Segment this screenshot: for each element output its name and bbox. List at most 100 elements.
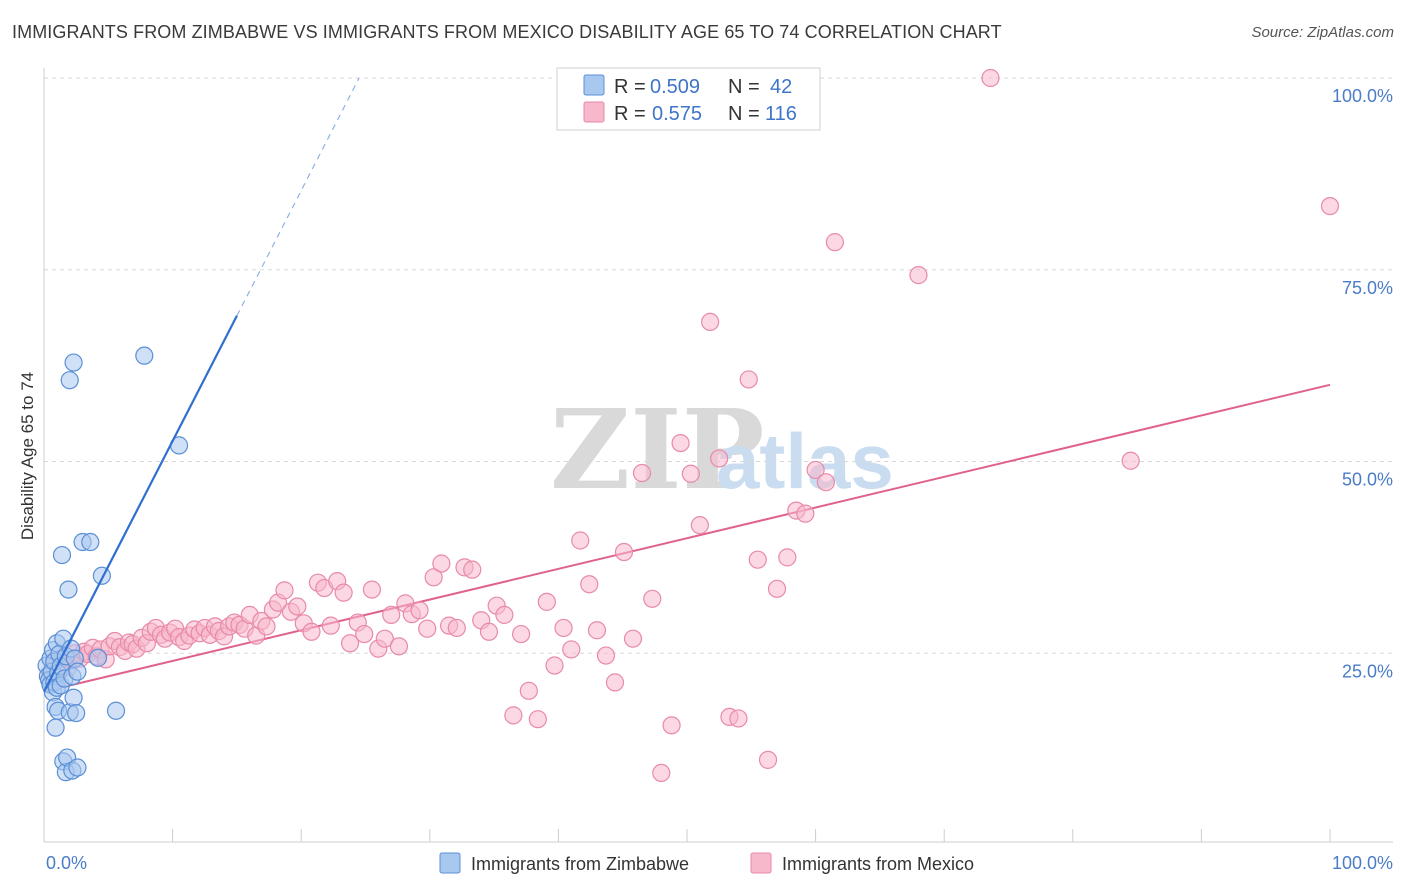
mexico-point (519, 681, 538, 700)
source-credit: Source: ZipAtlas.com (1251, 24, 1394, 41)
mexico-point (825, 233, 844, 252)
mexico-point (362, 580, 382, 599)
zimbabwe-point (52, 545, 72, 565)
mexico-point (806, 460, 825, 480)
mexico-points (41, 68, 1340, 783)
mexico-point (537, 592, 556, 611)
zimbabwe-n-value: 42 (770, 76, 792, 98)
mexico-point (643, 589, 662, 608)
stats-legend: R = 0.509 N = 42 R = 0.575 N = 116 (556, 67, 821, 131)
chart-title: IMMIGRANTS FROM ZIMBABWE VS IMMIGRANTS F… (12, 22, 1002, 42)
mexico-legend-swatch (583, 101, 605, 123)
zimbabwe-trend-line (43, 315, 238, 693)
mexico-point (321, 616, 340, 635)
x-tick-label-max: 100.0% (1332, 853, 1393, 873)
mexico-point (571, 531, 590, 550)
mexico-point (701, 312, 720, 332)
zimbabwe-point (81, 532, 100, 552)
mexico-point (778, 548, 797, 567)
mexico-point (587, 621, 607, 640)
mexico-point (512, 624, 531, 644)
zimbabwe-point (60, 371, 79, 390)
mexico-point (554, 618, 573, 638)
mexico-point (334, 583, 353, 602)
mexico-r-value: 0.575 (652, 103, 702, 125)
mexico-point (375, 629, 394, 648)
zimbabwe-r-value: 0.509 (650, 76, 700, 98)
y-axis-label: Disability Age 65 to 74 (18, 372, 37, 540)
mexico-point (447, 618, 466, 638)
zimbabwe-point (64, 353, 83, 372)
zimbabwe-r-label: R = (614, 76, 646, 98)
gridlines (44, 77, 1393, 654)
zimbabwe-point (106, 701, 126, 720)
mexico-point (340, 634, 360, 653)
mexico-point (681, 464, 700, 483)
zimbabwe-point (68, 758, 87, 777)
mexico-point (463, 560, 482, 579)
mexico-point (545, 656, 564, 675)
zimbabwe-point (135, 346, 154, 365)
mexico-point (710, 449, 729, 468)
zimbabwe-points (37, 315, 238, 782)
zimbabwe-trend-extension (236, 77, 360, 317)
zimbabwe-series-label: Immigrants from Zimbabwe (471, 854, 689, 874)
mexico-point (816, 473, 835, 492)
mexico-point (424, 568, 443, 587)
zimbabwe-point (67, 703, 86, 723)
watermark: ZIP atlas (550, 385, 894, 514)
zimbabwe-legend-swatch (583, 74, 605, 96)
mexico-point (614, 542, 634, 562)
mexico-point (690, 516, 709, 535)
mexico-point (662, 716, 681, 735)
x-axis-ticks (43, 829, 1331, 842)
mexico-point (632, 463, 652, 483)
zimbabwe-series-swatch (439, 852, 461, 874)
mexico-point (355, 624, 374, 644)
series-legend: Immigrants from Zimbabwe Immigrants from… (439, 852, 974, 874)
y-tick-label-75: 75.0% (1342, 278, 1393, 298)
mexico-point (1320, 196, 1340, 216)
zimbabwe-n-label: N = (728, 76, 760, 98)
mexico-point (479, 622, 499, 641)
zimbabwe-point (88, 648, 108, 667)
zimbabwe-point (59, 580, 78, 599)
mexico-point (528, 710, 547, 729)
zimbabwe-point (64, 688, 83, 707)
mexico-n-value: 116 (765, 103, 797, 125)
mexico-point (275, 581, 294, 600)
mexico-point (758, 750, 778, 769)
mexico-r-label: R = (614, 103, 646, 125)
mexico-point (739, 370, 758, 389)
mexico-point (257, 617, 276, 636)
y-tick-label-50: 50.0% (1342, 470, 1393, 490)
mexico-point (796, 504, 815, 523)
zimbabwe-point (68, 662, 87, 681)
mexico-point (580, 575, 599, 594)
mexico-point (382, 605, 401, 625)
mexico-point (302, 622, 321, 641)
mexico-point (495, 605, 514, 625)
zimbabwe-point (92, 566, 111, 585)
mexico-point (410, 601, 429, 620)
mexico-point (767, 579, 787, 598)
axes (43, 68, 1393, 843)
zimbabwe-point (46, 718, 65, 737)
mexico-point (288, 597, 307, 616)
mexico-point (418, 619, 437, 638)
mexico-point (562, 640, 581, 659)
x-tick-label-min: 0.0% (46, 853, 87, 873)
mexico-point (605, 673, 625, 692)
mexico-point (981, 68, 1000, 88)
mexico-point (909, 266, 928, 285)
mexico-point (623, 629, 643, 648)
mexico-point (652, 763, 671, 783)
mexico-point (1121, 451, 1140, 470)
mexico-point (729, 709, 748, 728)
watermark-zip: ZIP (550, 385, 764, 514)
y-tick-label-25: 25.0% (1342, 661, 1393, 681)
mexico-point (389, 637, 409, 656)
mexico-point (748, 550, 767, 569)
mexico-series-swatch (750, 852, 772, 874)
